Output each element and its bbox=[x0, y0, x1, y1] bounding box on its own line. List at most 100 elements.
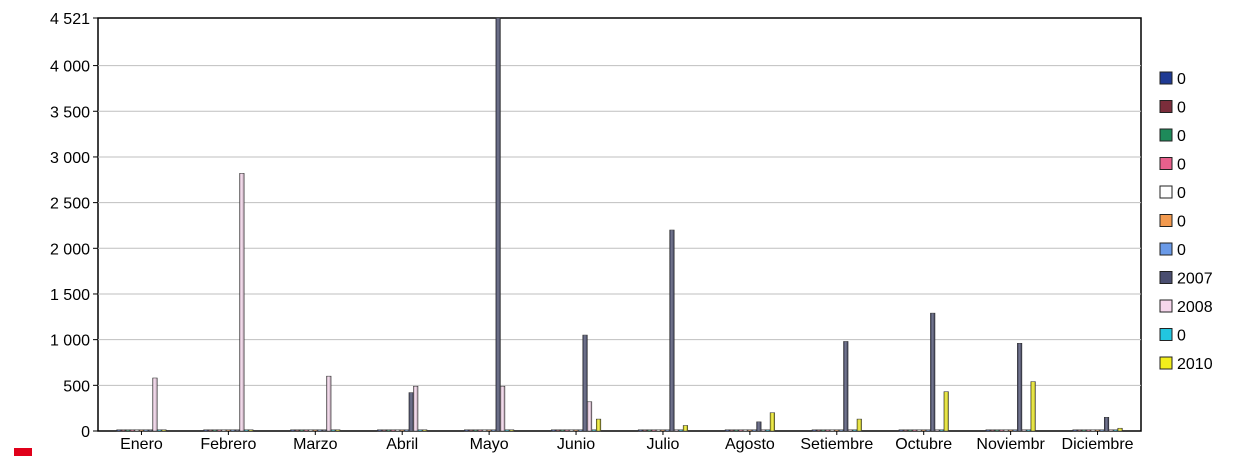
bar-shading bbox=[212, 429, 218, 431]
bar-shading bbox=[500, 386, 505, 431]
bar-shading bbox=[591, 429, 597, 431]
legend-item: 2007 bbox=[1159, 271, 1213, 288]
bar-shading bbox=[208, 429, 213, 431]
bar-shading bbox=[925, 429, 931, 431]
bar bbox=[564, 429, 570, 432]
bar-shading bbox=[404, 429, 409, 431]
bar-shading bbox=[152, 378, 158, 431]
bar bbox=[660, 429, 666, 432]
bar-shading bbox=[139, 429, 144, 431]
bar bbox=[377, 429, 383, 432]
bar bbox=[838, 429, 844, 432]
bar bbox=[1026, 429, 1032, 432]
legend-swatch bbox=[1159, 299, 1173, 313]
bar bbox=[847, 429, 853, 432]
x-tick-label: Junio bbox=[557, 436, 595, 453]
bar bbox=[509, 429, 515, 432]
bar bbox=[1021, 429, 1027, 432]
legend-item: 0 bbox=[1159, 128, 1186, 145]
bar-shading bbox=[725, 429, 730, 431]
bar bbox=[134, 429, 140, 432]
legend-swatch bbox=[1159, 185, 1173, 199]
legend-swatch bbox=[1159, 328, 1173, 341]
bar-shading bbox=[386, 429, 391, 431]
legend-item: 0 bbox=[1159, 214, 1186, 231]
bar-shading bbox=[752, 429, 757, 431]
bar-shading bbox=[582, 335, 588, 431]
legend-item: 0 bbox=[1159, 185, 1186, 202]
bar-shading bbox=[943, 391, 949, 431]
bar bbox=[464, 429, 470, 432]
bar bbox=[921, 429, 927, 432]
y-tick-label: 2 000 bbox=[50, 241, 90, 258]
bar bbox=[1081, 429, 1087, 432]
bar-shading bbox=[669, 230, 675, 431]
bar-shading bbox=[313, 429, 318, 431]
bar-shading bbox=[1077, 429, 1082, 431]
legend-item: 2010 bbox=[1159, 356, 1213, 373]
bar-shading bbox=[203, 429, 209, 431]
bar-shading bbox=[1021, 429, 1027, 431]
bar bbox=[138, 429, 145, 432]
bar-shading bbox=[1117, 428, 1123, 431]
bar bbox=[673, 429, 680, 432]
bar-shading bbox=[738, 429, 744, 431]
legend-label: 0 bbox=[1177, 214, 1186, 231]
bar-shading bbox=[812, 429, 817, 431]
bar-shading bbox=[335, 429, 341, 431]
plot-area bbox=[97, 17, 1142, 432]
bar-shading bbox=[743, 429, 748, 431]
bar bbox=[834, 429, 840, 432]
bar bbox=[582, 334, 588, 432]
bar-shading bbox=[555, 429, 561, 431]
bar bbox=[216, 429, 222, 432]
corner-marker bbox=[14, 448, 32, 456]
x-tick-label: Diciembre bbox=[1062, 436, 1134, 453]
bar-shading bbox=[934, 429, 940, 431]
bar bbox=[248, 429, 254, 432]
legend-label: 0 bbox=[1177, 100, 1186, 117]
bar-shading bbox=[217, 429, 222, 431]
y-tick-label: 0 bbox=[81, 424, 90, 441]
bar bbox=[990, 429, 996, 432]
bar bbox=[413, 385, 419, 432]
bar-shading bbox=[1017, 343, 1022, 431]
bar bbox=[1030, 381, 1036, 432]
bar-shading bbox=[1086, 429, 1091, 431]
bar bbox=[468, 429, 474, 432]
x-tick-label: Agosto bbox=[725, 436, 775, 453]
bar-shading bbox=[1012, 429, 1018, 431]
bar-shading bbox=[1003, 429, 1009, 431]
bar-shading bbox=[239, 173, 245, 431]
bar bbox=[422, 429, 428, 432]
bar-shading bbox=[551, 429, 556, 431]
bar bbox=[999, 429, 1005, 432]
bar bbox=[811, 429, 817, 432]
legend-swatch bbox=[1159, 271, 1173, 284]
bar-shading bbox=[1008, 429, 1013, 431]
bar-shading bbox=[642, 429, 648, 431]
bar bbox=[829, 429, 835, 432]
bar bbox=[595, 418, 602, 432]
legend-label: 0 bbox=[1177, 157, 1186, 174]
bar-shading bbox=[999, 429, 1004, 431]
bar-shading bbox=[651, 429, 657, 431]
bar-shading bbox=[486, 429, 492, 431]
bar bbox=[221, 429, 227, 432]
bar-shading bbox=[244, 429, 249, 431]
y-tick-label: 3 000 bbox=[50, 150, 90, 167]
x-tick-label: Setiembre bbox=[800, 436, 873, 453]
bar bbox=[129, 429, 136, 432]
bar-shading bbox=[569, 429, 574, 431]
bar-shading bbox=[417, 429, 423, 431]
bar-shading bbox=[295, 429, 300, 431]
bar-shading bbox=[1090, 429, 1096, 431]
bar-shading bbox=[464, 429, 469, 431]
bar bbox=[243, 429, 249, 432]
bar bbox=[655, 429, 662, 432]
legend-label: 0 bbox=[1177, 185, 1186, 202]
legend-item: 2008 bbox=[1159, 299, 1213, 316]
y-tick-label: 3 500 bbox=[50, 104, 90, 121]
legend-label: 0 bbox=[1177, 242, 1186, 259]
bar bbox=[125, 429, 131, 432]
